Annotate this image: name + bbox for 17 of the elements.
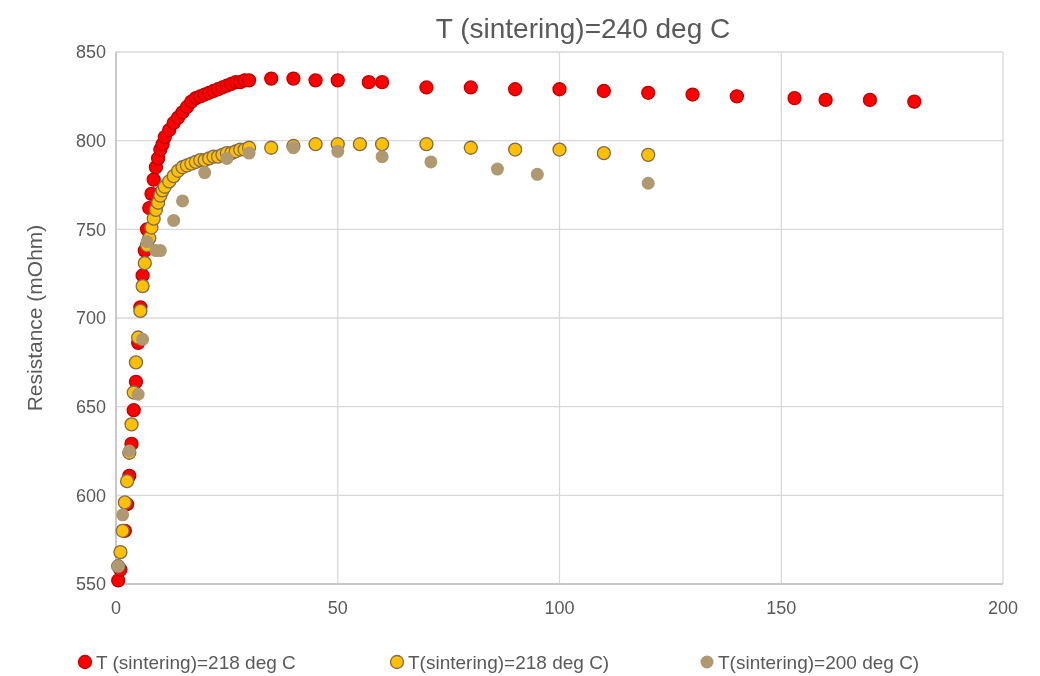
x-tick-label: 200	[987, 598, 1019, 618]
y-tick-label: 550	[75, 574, 106, 595]
y-tick-label: 800	[75, 130, 106, 151]
y-tick-label: 650	[75, 396, 106, 417]
chart-title: T (sintering)=240 deg C	[435, 13, 731, 44]
legend-label: T (sintering)=218 deg C	[96, 651, 296, 673]
x-tick-label: 0	[110, 598, 122, 618]
x-tick-label: 50	[327, 598, 348, 618]
y-tick-label: 600	[75, 485, 106, 506]
y-tick-label: 700	[75, 308, 106, 329]
y-tick-label: 850	[75, 42, 106, 63]
y-axis-title: Resistance (mOhm)	[23, 224, 46, 412]
x-tick-label: 150	[766, 598, 797, 618]
y-tick-label: 750	[75, 219, 106, 240]
legend-label: T(sintering)=200 deg C)	[718, 651, 920, 673]
x-tick-label: 100	[544, 598, 575, 618]
legend-label: T(sintering)=218 deg C)	[408, 651, 610, 673]
